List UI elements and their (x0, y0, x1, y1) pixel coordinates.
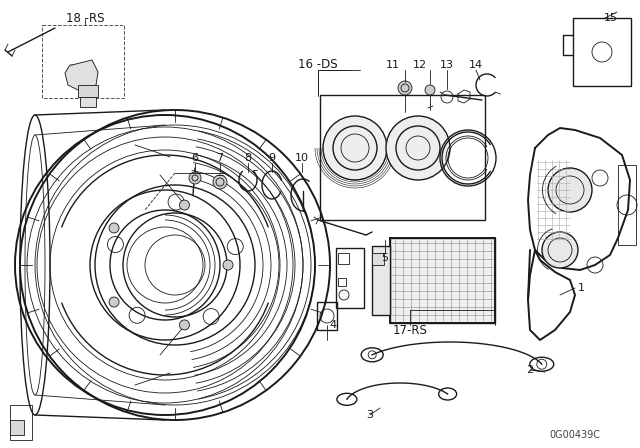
Circle shape (223, 260, 233, 270)
Bar (78, 85, 98, 97)
Text: 10: 10 (295, 153, 309, 163)
Text: 9: 9 (268, 153, 276, 163)
Bar (390, 238, 495, 323)
Circle shape (425, 85, 435, 95)
Text: 6: 6 (191, 153, 198, 163)
Circle shape (109, 297, 119, 307)
Bar (317, 302, 337, 330)
Text: 11: 11 (386, 60, 400, 70)
Bar (338, 253, 349, 264)
Bar (80, 97, 96, 107)
Text: 8: 8 (244, 153, 252, 163)
Bar (320, 95, 485, 220)
Circle shape (213, 175, 227, 189)
Text: 2: 2 (527, 365, 534, 375)
Circle shape (542, 232, 578, 268)
Circle shape (109, 223, 119, 233)
Bar (10, 420, 24, 435)
Bar (573, 18, 631, 86)
Text: 12: 12 (413, 60, 427, 70)
Bar (618, 165, 636, 245)
Bar (336, 248, 364, 308)
Bar (42, 25, 124, 98)
Circle shape (386, 116, 450, 180)
Text: 15: 15 (604, 13, 618, 23)
Text: 5: 5 (381, 253, 388, 263)
Text: 0G00439C: 0G00439C (550, 430, 600, 440)
Text: 13: 13 (440, 60, 454, 70)
Bar (390, 238, 495, 323)
Circle shape (179, 200, 189, 210)
Bar (372, 246, 390, 315)
Polygon shape (65, 60, 98, 90)
Text: 16 -DS: 16 -DS (298, 59, 338, 72)
Bar (372, 253, 384, 265)
Text: 7: 7 (216, 153, 223, 163)
Circle shape (398, 81, 412, 95)
Text: 18 -RS: 18 -RS (66, 12, 104, 25)
Bar (338, 278, 346, 286)
Circle shape (179, 320, 189, 330)
Text: 4: 4 (330, 320, 337, 330)
Circle shape (189, 172, 201, 184)
Bar (10, 405, 32, 440)
Circle shape (548, 168, 592, 212)
Text: 14: 14 (469, 60, 483, 70)
Circle shape (323, 116, 387, 180)
Text: 17-RS: 17-RS (392, 323, 428, 336)
Text: 1: 1 (577, 283, 584, 293)
Text: 3: 3 (367, 410, 374, 420)
